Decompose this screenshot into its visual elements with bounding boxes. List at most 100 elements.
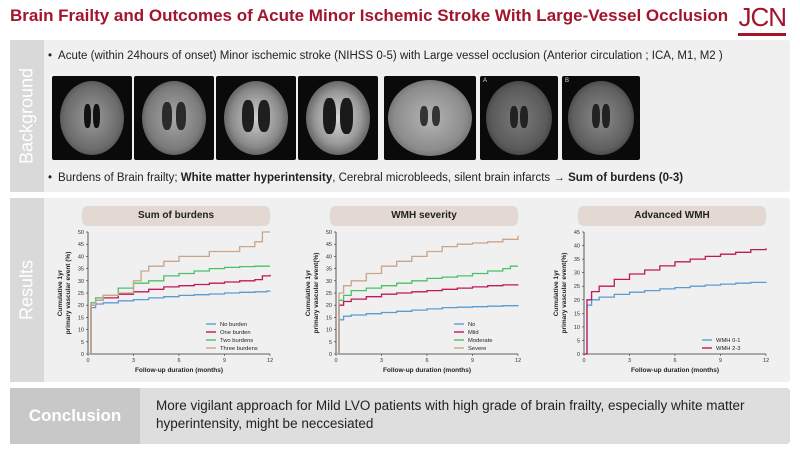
legend-label: WMH 2-3	[716, 346, 740, 352]
series-line-two-burdens	[88, 265, 270, 355]
y-tick-label: 10	[574, 325, 580, 331]
y-tick-label: 5	[81, 340, 84, 346]
bullet-2-part-a: Burdens of Brain frailty;	[58, 172, 181, 184]
y-tick-label: 35	[574, 257, 580, 263]
y-tick-label: 20	[78, 303, 84, 309]
background-label-bar: Background	[10, 40, 44, 192]
x-tick-label: 12	[515, 358, 521, 364]
y-axis-label-line-2: primary vascular event(%)	[313, 253, 320, 334]
bullet-dot: •	[48, 172, 53, 184]
legend-label: No burden	[220, 322, 247, 328]
series-line-no-burden	[88, 290, 271, 355]
y-tick-label: 20	[574, 298, 580, 304]
background-bullet-1: • Acute (within 24hours of onset) Minor i…	[48, 50, 723, 62]
x-axis-label: Follow-up duration (months)	[631, 367, 719, 374]
bullet-2-part-d: Sum of burdens (0-3)	[568, 172, 684, 184]
y-tick-label: 0	[577, 352, 580, 358]
x-axis-label: Follow-up duration (months)	[135, 367, 223, 374]
y-tick-label: 0	[329, 352, 332, 358]
mri-image-4	[298, 76, 378, 160]
x-tick-label: 12	[267, 358, 273, 364]
chart-sum-of-burdens: 0 5 10 15 20 25 30 35 40 45 50 0 3 6 9 12 Follow-up dura…	[48, 226, 280, 378]
y-tick-label: 15	[326, 315, 332, 321]
legend-label: Mild	[468, 330, 479, 336]
y-tick-label: 45	[326, 242, 332, 248]
y-tick-label: 5	[329, 340, 332, 346]
y-tick-label: 35	[326, 267, 332, 273]
x-axis-label: Follow-up duration (months)	[383, 367, 471, 374]
y-tick-label: 25	[326, 291, 332, 297]
y-tick-label: 35	[78, 267, 84, 273]
bullet-1-text: Acute (within 24hours of onset) Minor is…	[58, 50, 723, 62]
y-tick-label: 30	[574, 271, 580, 277]
x-tick-label: 3	[380, 358, 383, 364]
journal-logo: JCN	[738, 2, 787, 36]
legend-label: Three burdens	[220, 346, 258, 352]
bullet-dot: •	[48, 50, 53, 62]
y-tick-label: 25	[574, 284, 580, 290]
y-axis-label-line-1: Cumulative 1yr	[57, 269, 64, 316]
mri-image-3	[216, 76, 296, 160]
x-tick-label: 0	[86, 358, 89, 364]
series-line-wmh-2-3	[584, 248, 767, 355]
mri-image-2	[134, 76, 214, 160]
y-axis-label: Cumulative 1yrprimary vascular event(%)	[305, 253, 320, 334]
y-axis-label: Cumulative 1yrprimary vascular event (%)	[57, 252, 72, 335]
y-axis-label-line-1: Cumulative 1yr	[305, 269, 312, 316]
mri-image-b: B	[562, 76, 640, 160]
results-label: Results	[16, 259, 37, 321]
y-tick-label: 10	[78, 328, 84, 334]
conclusion-text: More vigilant approach for Mild LVO pati…	[156, 398, 745, 431]
y-tick-label: 45	[78, 242, 84, 248]
y-tick-label: 40	[574, 244, 580, 250]
y-axis-label: Cumulative 1yrprimary vascular event(%)	[553, 253, 568, 334]
y-tick-label: 10	[326, 328, 332, 334]
x-tick-label: 12	[763, 358, 769, 364]
background-label: Background	[16, 67, 37, 165]
legend-label: WMH 0-1	[716, 338, 740, 344]
chart-svg: 0 5 10 15 20 25 30 35 40 45 50 0 3 6 9 12 Follow-up dura…	[305, 230, 521, 374]
series-line-wmh-0-1	[584, 281, 767, 355]
series-line-three-burdens	[88, 231, 270, 355]
x-tick-label: 6	[673, 358, 676, 364]
conclusion-section: Conclusion More vigilant approach for Mi…	[10, 388, 790, 444]
y-tick-label: 15	[574, 311, 580, 317]
bullet-2-part-c: , Cerebral microbleeds, silent brain inf…	[332, 172, 569, 184]
x-tick-label: 6	[425, 358, 428, 364]
chart-svg: 0 5 10 15 20 25 30 35 40 45 0 3 6 9 12 Follow-up durati…	[553, 230, 769, 374]
panel-title-advanced-wmh: Advanced WMH	[578, 206, 766, 226]
mri-swi-image	[384, 76, 476, 160]
panel-title-sum-of-burdens: Sum of burdens	[82, 206, 270, 226]
background-bullet-2: • Burdens of Brain frailty; White matter …	[48, 172, 683, 184]
results-label-bar: Results	[10, 198, 44, 382]
legend-label: Severe	[468, 346, 486, 352]
y-axis-label-line-2: primary vascular event(%)	[561, 253, 568, 334]
conclusion-label: Conclusion	[10, 388, 140, 444]
legend-label: One burden	[220, 330, 251, 336]
y-tick-label: 45	[574, 230, 580, 236]
page-title: Brain Frailty and Outcomes of Acute Mino…	[10, 6, 729, 25]
x-tick-label: 9	[223, 358, 226, 364]
y-tick-label: 15	[78, 315, 84, 321]
x-tick-label: 3	[628, 358, 631, 364]
x-tick-label: 0	[582, 358, 585, 364]
y-tick-label: 40	[326, 254, 332, 260]
mri-image-a: A	[480, 76, 558, 160]
y-tick-label: 25	[78, 291, 84, 297]
y-tick-label: 50	[78, 230, 84, 236]
x-tick-label: 0	[334, 358, 337, 364]
series-line-moderate	[336, 265, 518, 355]
panel-title-wmh-severity: WMH severity	[330, 206, 518, 226]
bullet-2-part-b: White matter hyperintensity	[180, 172, 333, 184]
chart-advanced-wmh: 0 5 10 15 20 25 30 35 40 45 0 3 6 9 12 Follow-up durati…	[544, 226, 776, 378]
x-tick-label: 3	[132, 358, 135, 364]
y-tick-label: 5	[577, 338, 580, 344]
chart-svg: 0 5 10 15 20 25 30 35 40 45 50 0 3 6 9 12 Follow-up dura…	[57, 230, 273, 374]
x-tick-label: 6	[177, 358, 180, 364]
y-tick-label: 0	[81, 352, 84, 358]
y-tick-label: 30	[78, 279, 84, 285]
y-tick-label: 40	[78, 254, 84, 260]
image-tag-b: B	[565, 78, 570, 84]
legend-label: Moderate	[468, 338, 493, 344]
y-axis-label-line-2: primary vascular event (%)	[65, 252, 72, 335]
